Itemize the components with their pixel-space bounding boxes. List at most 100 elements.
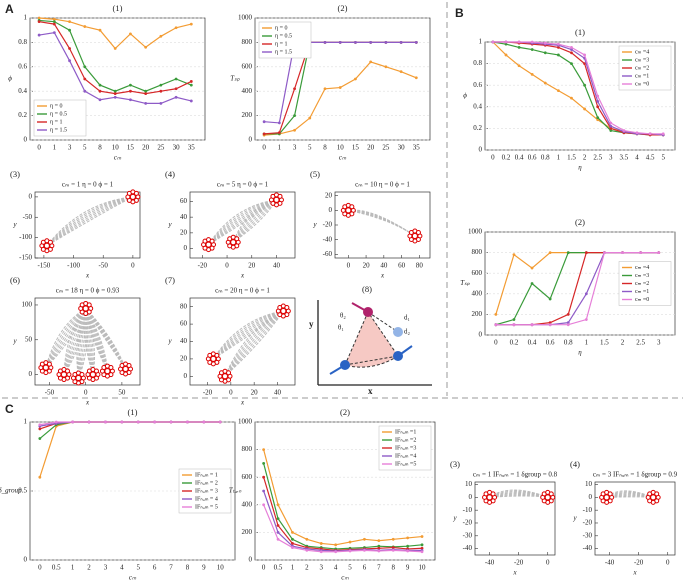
point — [512, 253, 516, 257]
point — [68, 20, 71, 24]
y-tick-label: 400 — [242, 500, 253, 508]
legend-label: cₘ =4 — [635, 265, 649, 271]
y-tick-label: -20 — [583, 519, 593, 527]
point — [530, 282, 534, 285]
point — [391, 537, 395, 541]
point — [129, 32, 132, 36]
point — [276, 531, 280, 534]
cluster — [411, 233, 418, 239]
x-tick-label: 25 — [157, 144, 165, 152]
x-tick-label: 0.5 — [52, 564, 61, 572]
legend-label: η = 1.5 — [50, 127, 67, 133]
legend-label: cₘ =4 — [635, 49, 649, 55]
y-tick-label: -50 — [23, 213, 33, 221]
point — [262, 503, 266, 507]
plot-area — [29, 17, 206, 141]
legend-label: η = 0.5 — [50, 111, 67, 117]
y-tick-label: -60 — [323, 250, 333, 258]
point — [377, 546, 381, 550]
legend-label: η = 1 — [50, 119, 63, 125]
point — [583, 62, 586, 65]
y-tick-label: 50 — [25, 335, 33, 343]
legend — [378, 425, 432, 471]
x-tick-label: 0 — [666, 559, 670, 567]
x-axis-label: cₘ — [114, 154, 122, 162]
section-label: B — [455, 6, 464, 20]
agent — [284, 305, 290, 311]
trajectory — [46, 196, 134, 247]
plot-area — [34, 297, 141, 386]
point — [189, 99, 193, 103]
point — [609, 126, 613, 130]
panel-title: cₘ = 10 η = 0 ϕ = 1 — [355, 181, 410, 189]
y-tick-label: 200 — [242, 111, 253, 119]
y-tick-label: -20 — [323, 221, 333, 229]
x-tick-label: 7 — [377, 564, 381, 572]
y-tick-label: 1 — [24, 418, 28, 426]
legend-label: cₘ =3 — [635, 273, 649, 279]
point — [277, 131, 281, 135]
x-tick-label: 10 — [337, 144, 345, 152]
diagram-label: θ₁ — [338, 324, 344, 332]
legend-label: IFₙᵤₘ = 4 — [195, 496, 218, 502]
trajectory — [224, 310, 284, 377]
x-axis-label: η — [578, 164, 582, 172]
x-tick-label: 3 — [609, 154, 613, 162]
agent — [209, 238, 215, 244]
plot-area — [34, 191, 141, 259]
series-line — [39, 421, 221, 440]
point — [596, 105, 600, 109]
trajectory — [348, 209, 416, 237]
x-tick-label: 10 — [217, 564, 225, 572]
point — [38, 423, 42, 427]
legend-label: cₘ =2 — [635, 281, 649, 287]
y-tick-label: 20 — [180, 228, 188, 236]
y-tick-label: 1000 — [238, 418, 253, 426]
y-axis-label: ϕ — [463, 92, 467, 100]
panel-label: (4) — [570, 459, 580, 469]
x-tick-label: 5 — [136, 564, 140, 572]
point — [584, 318, 588, 321]
panel-label: (2) — [338, 3, 348, 13]
x-axis-label: η — [578, 349, 582, 357]
point — [68, 59, 71, 63]
y-tick-label: 0 — [329, 206, 333, 214]
x-tick-label: -40 — [485, 559, 495, 567]
legend-label: η = 0 — [50, 103, 63, 109]
y-tick-label: -40 — [323, 235, 333, 243]
y-tick-label: 0.6 — [18, 62, 27, 70]
trajectory — [348, 209, 416, 237]
point — [391, 546, 395, 549]
legend-label: cₘ =3 — [635, 57, 649, 63]
series-line — [495, 252, 659, 326]
y-tick-label: 400 — [242, 87, 253, 95]
point — [566, 313, 570, 316]
point — [363, 537, 366, 541]
agent — [133, 190, 139, 196]
trajectory — [348, 209, 416, 237]
legend-label: IFₙᵤₘ = 5 — [195, 504, 218, 510]
x-tick-label: 2 — [87, 564, 91, 572]
point — [276, 524, 280, 527]
agent — [277, 193, 283, 199]
y-tick-label: -10 — [583, 506, 593, 514]
x-tick-label: 1 — [71, 564, 75, 572]
cluster — [60, 371, 67, 378]
panel-label: (3) — [450, 459, 460, 469]
trajectory — [213, 310, 284, 360]
diagram-label: x — [368, 386, 373, 396]
series-line — [263, 477, 423, 551]
legend-label: IFₙᵤₘ =1 — [395, 429, 416, 435]
panel-label: (2) — [575, 217, 585, 227]
x-tick-label: 40 — [273, 262, 281, 270]
x-tick-label: 60 — [398, 262, 406, 270]
agent — [93, 368, 99, 374]
sector — [344, 310, 399, 368]
panel-title: cₘ = 18 η = 0 ϕ = 0.93 — [56, 287, 120, 295]
cluster — [280, 308, 287, 315]
agent — [349, 204, 355, 210]
x-axis-label: x — [632, 569, 637, 577]
point — [262, 448, 266, 451]
trajectory — [348, 209, 416, 237]
